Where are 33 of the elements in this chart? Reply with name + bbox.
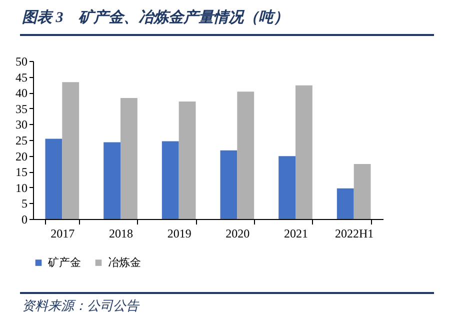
x-tick-label: 2019 [167, 226, 192, 240]
y-tick-label: 20 [16, 149, 28, 164]
y-tick-label: 25 [16, 134, 28, 148]
x-tick-label: 2021 [284, 226, 308, 240]
x-tick-label: 2018 [109, 226, 133, 240]
y-tick-label: 5 [22, 196, 28, 211]
y-tick-label: 35 [16, 102, 28, 116]
y-tick-label: 45 [16, 70, 28, 84]
y-tick-label: 10 [16, 180, 28, 195]
bar [354, 164, 371, 219]
bar [162, 141, 179, 219]
y-tick-label: 30 [16, 118, 28, 132]
x-tick-label: 2022H1 [334, 226, 374, 240]
bar [220, 150, 238, 219]
y-tick-label: 0 [22, 212, 28, 226]
chart-title: 图表 3 矿产金、冶炼金产量情况（吨） [22, 8, 288, 27]
bar [45, 138, 62, 219]
bar [104, 142, 120, 219]
legend-label: 矿产金 [47, 256, 81, 269]
y-tick-label: 40 [16, 86, 28, 100]
text: 资料来源：公司公告 [22, 297, 139, 315]
y-tick-label: 15 [16, 165, 28, 180]
legend-label: 冶炼金 [108, 256, 141, 269]
bar [120, 98, 138, 219]
bar [62, 82, 80, 219]
x-tick-label: 2020 [226, 226, 250, 240]
y-tick-label: 50 [16, 54, 28, 68]
bar [336, 188, 354, 219]
bar [237, 92, 254, 219]
bar [178, 101, 196, 219]
bar [278, 156, 296, 219]
bar [296, 85, 312, 219]
x-tick-label: 2017 [50, 226, 75, 240]
